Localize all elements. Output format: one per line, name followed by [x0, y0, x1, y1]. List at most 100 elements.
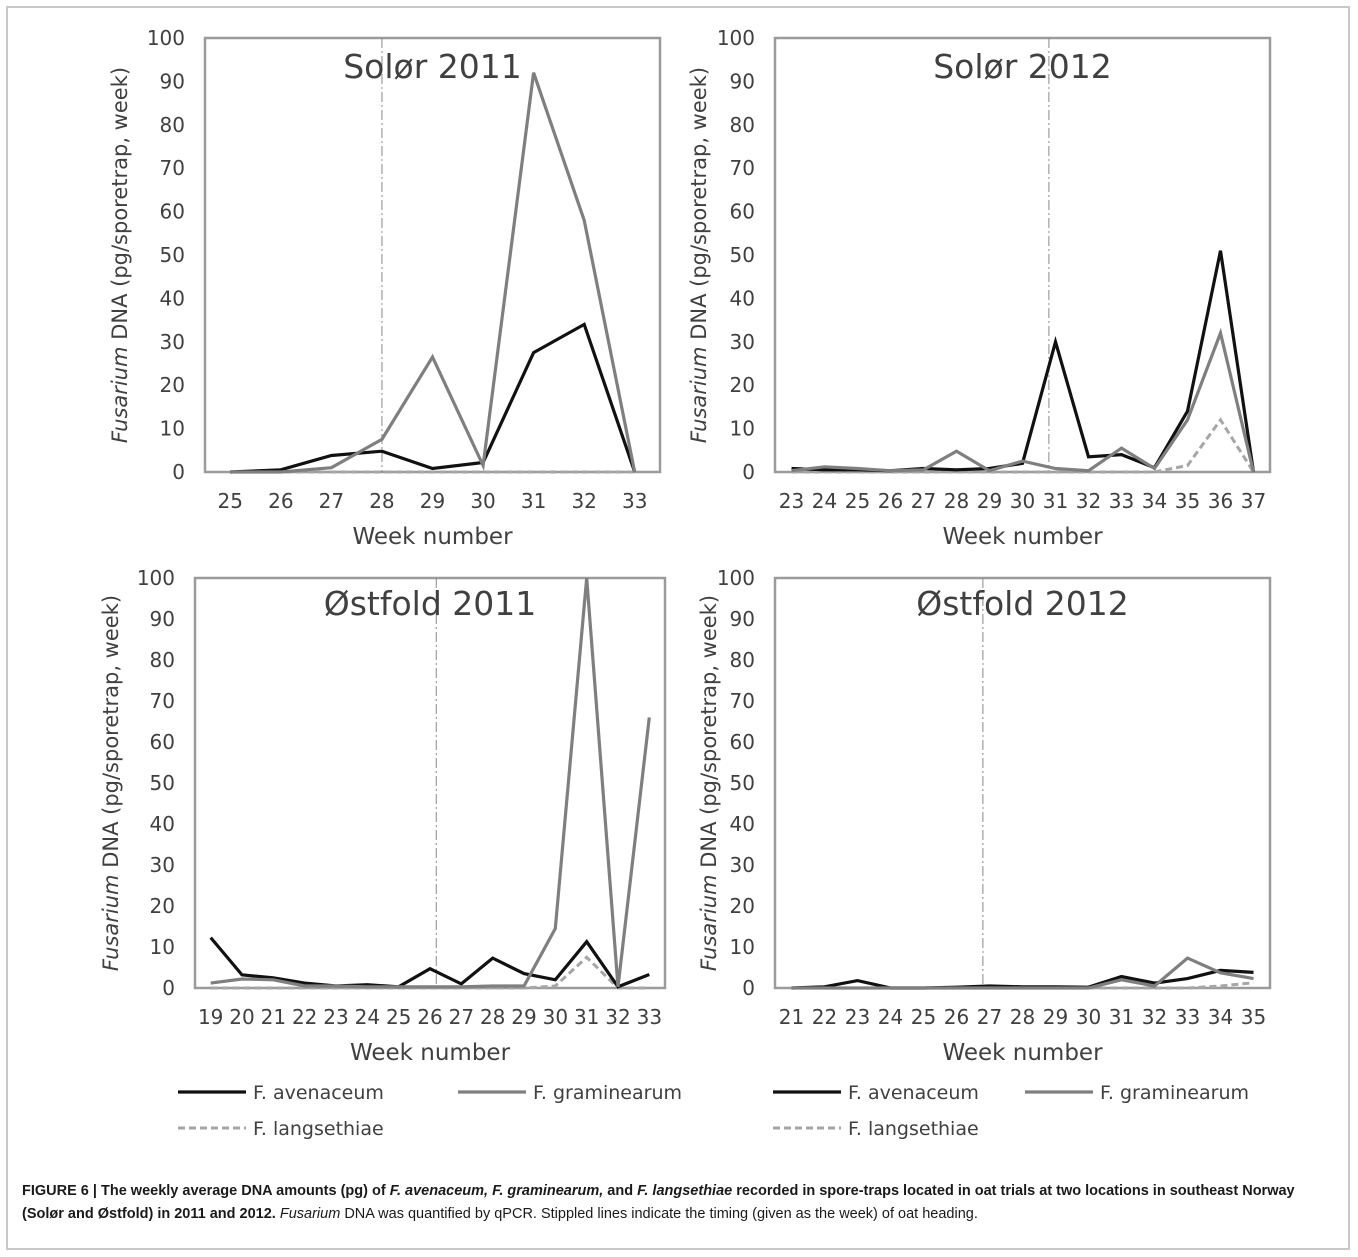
- x-tick-label: 32: [605, 1005, 630, 1029]
- legend-1: F. avenaceum F. graminearum F. langsethiae: [178, 1082, 682, 1140]
- y-tick-label: 10: [730, 417, 755, 441]
- y-tick-label: 20: [160, 373, 185, 397]
- x-tick-label: 24: [812, 489, 837, 513]
- y-tick-label: 40: [730, 812, 755, 836]
- y-tick-label: 80: [730, 648, 755, 672]
- y-tick-label: 80: [150, 648, 175, 672]
- x-tick-label: 20: [229, 1005, 254, 1029]
- x-tick-label: 31: [521, 489, 546, 513]
- y-tick-label: 90: [730, 607, 755, 631]
- y-tick-label: 30: [730, 330, 755, 354]
- legend-label-graminearum: F. graminearum: [533, 1082, 682, 1104]
- y-tick-label: 50: [160, 243, 185, 267]
- x-tick-label: 24: [878, 1005, 903, 1029]
- x-tick-label: 28: [944, 489, 969, 513]
- x-tick-label: 33: [1175, 1005, 1200, 1029]
- x-tick-label: 31: [1043, 489, 1068, 513]
- legend-label-avenaceum: F. avenaceum: [848, 1082, 979, 1104]
- y-tick-label: 50: [150, 771, 175, 795]
- chart-title: Solør 2012: [933, 47, 1112, 86]
- x-tick-label: 19: [198, 1005, 223, 1029]
- y-axis-label-rest: DNA (pg/sporetrap, week): [108, 67, 132, 347]
- y-axis-label-rest: DNA (pg/sporetrap, week): [687, 67, 711, 347]
- y-tick-label: 30: [730, 853, 755, 877]
- y-tick-label: 70: [730, 689, 755, 713]
- y-tick-label: 40: [150, 812, 175, 836]
- y-tick-label: 20: [730, 894, 755, 918]
- chart-title: Solør 2011: [343, 47, 522, 86]
- y-tick-label: 60: [730, 200, 755, 224]
- legend-label-langsethiae: F. langsethiae: [848, 1118, 979, 1140]
- caption-lead: FIGURE 6 | The weekly average DNA amount…: [22, 1183, 390, 1199]
- x-tick-label: 33: [622, 489, 647, 513]
- chart-panel-4: 0 10 20 30 40 50 60 70 80 90 100 21 22 23 24 25 26 27 28 29…: [697, 566, 1272, 1066]
- plot-area-frame: [773, 36, 1272, 474]
- y-tick-label: 40: [160, 286, 185, 310]
- x-tick-label: 26: [944, 1005, 969, 1029]
- y-tick-label: 100: [717, 26, 755, 50]
- y-axis-label: Fusarium DNA (pg/sporetrap, week): [99, 595, 123, 971]
- x-tick-label: 26: [268, 489, 293, 513]
- y-axis-label: Fusarium DNA (pg/sporetrap, week): [697, 595, 721, 971]
- chart-title: Østfold 2012: [916, 584, 1129, 623]
- chart-panel-2: 0 10 20 30 40 50 60 70 80 90 100 23 24 25 26 27 28 29 30 31…: [687, 26, 1272, 550]
- x-tick-label: 32: [1142, 1005, 1167, 1029]
- x-tick-label: 21: [261, 1005, 286, 1029]
- x-tick-label: 26: [878, 489, 903, 513]
- legend-label-langsethiae: F. langsethiae: [253, 1118, 384, 1140]
- y-tick-label: 90: [730, 69, 755, 93]
- y-tick-label: 30: [160, 330, 185, 354]
- x-tick-label: 34: [1142, 489, 1167, 513]
- x-tick-label: 35: [1241, 1005, 1266, 1029]
- chart-panel-1: 0 10 20 30 40 50 60 70 80 90 100 25 26 27 28 29 30 31 32 33…: [108, 26, 662, 550]
- y-tick-label: 0: [162, 976, 175, 1000]
- series-line-avenaceum: [230, 322, 637, 474]
- x-tick-label: 27: [319, 489, 344, 513]
- x-tick-label: 27: [911, 489, 936, 513]
- x-tick-label: 25: [386, 1005, 411, 1029]
- y-tick-label: 80: [730, 113, 755, 137]
- y-tick-label: 10: [160, 417, 185, 441]
- x-axis-label: Week number: [942, 524, 1103, 550]
- caption-species-1: F. avenaceum, F. graminearum,: [389, 1183, 604, 1199]
- caption-and: and: [603, 1183, 638, 1199]
- x-tick-label: 30: [543, 1005, 568, 1029]
- x-tick-label: 34: [1208, 1005, 1233, 1029]
- chart-title: Østfold 2011: [324, 584, 537, 623]
- x-tick-label: 28: [1010, 1005, 1035, 1029]
- x-tick-label: 26: [417, 1005, 442, 1029]
- y-tick-label: 60: [150, 730, 175, 754]
- series-line-avenaceum: [791, 968, 1254, 990]
- x-tick-label: 27: [449, 1005, 474, 1029]
- x-tick-label: 32: [1076, 489, 1101, 513]
- x-tick-label: 30: [1010, 489, 1035, 513]
- y-tick-label: 100: [147, 26, 185, 50]
- y-tick-label: 60: [160, 200, 185, 224]
- x-tick-label: 25: [218, 489, 243, 513]
- x-tick-label: 27: [977, 1005, 1002, 1029]
- x-tick-label: 21: [779, 1005, 804, 1029]
- y-tick-label: 0: [172, 460, 185, 484]
- x-tick-label: 28: [369, 489, 394, 513]
- series-line-graminearum: [791, 327, 1256, 473]
- x-tick-label: 25: [845, 489, 870, 513]
- x-axis-label: Week number: [352, 524, 513, 550]
- y-axis-label-genus: Fusarium: [697, 874, 721, 971]
- x-tick-label: 29: [511, 1005, 536, 1029]
- x-axis-label: Week number: [350, 1040, 511, 1066]
- y-tick-label: 50: [730, 771, 755, 795]
- x-tick-label: 33: [1109, 489, 1134, 513]
- y-tick-label: 70: [150, 689, 175, 713]
- x-tick-label: 28: [480, 1005, 505, 1029]
- y-tick-label: 10: [730, 935, 755, 959]
- x-tick-label: 30: [470, 489, 495, 513]
- series-line-graminearum: [210, 577, 651, 989]
- x-tick-label: 31: [1109, 1005, 1134, 1029]
- y-tick-label: 90: [160, 69, 185, 93]
- x-tick-label: 37: [1241, 489, 1266, 513]
- plot-area-frame: [193, 576, 667, 990]
- series-line-avenaceum: [791, 250, 1256, 473]
- y-tick-label: 30: [150, 853, 175, 877]
